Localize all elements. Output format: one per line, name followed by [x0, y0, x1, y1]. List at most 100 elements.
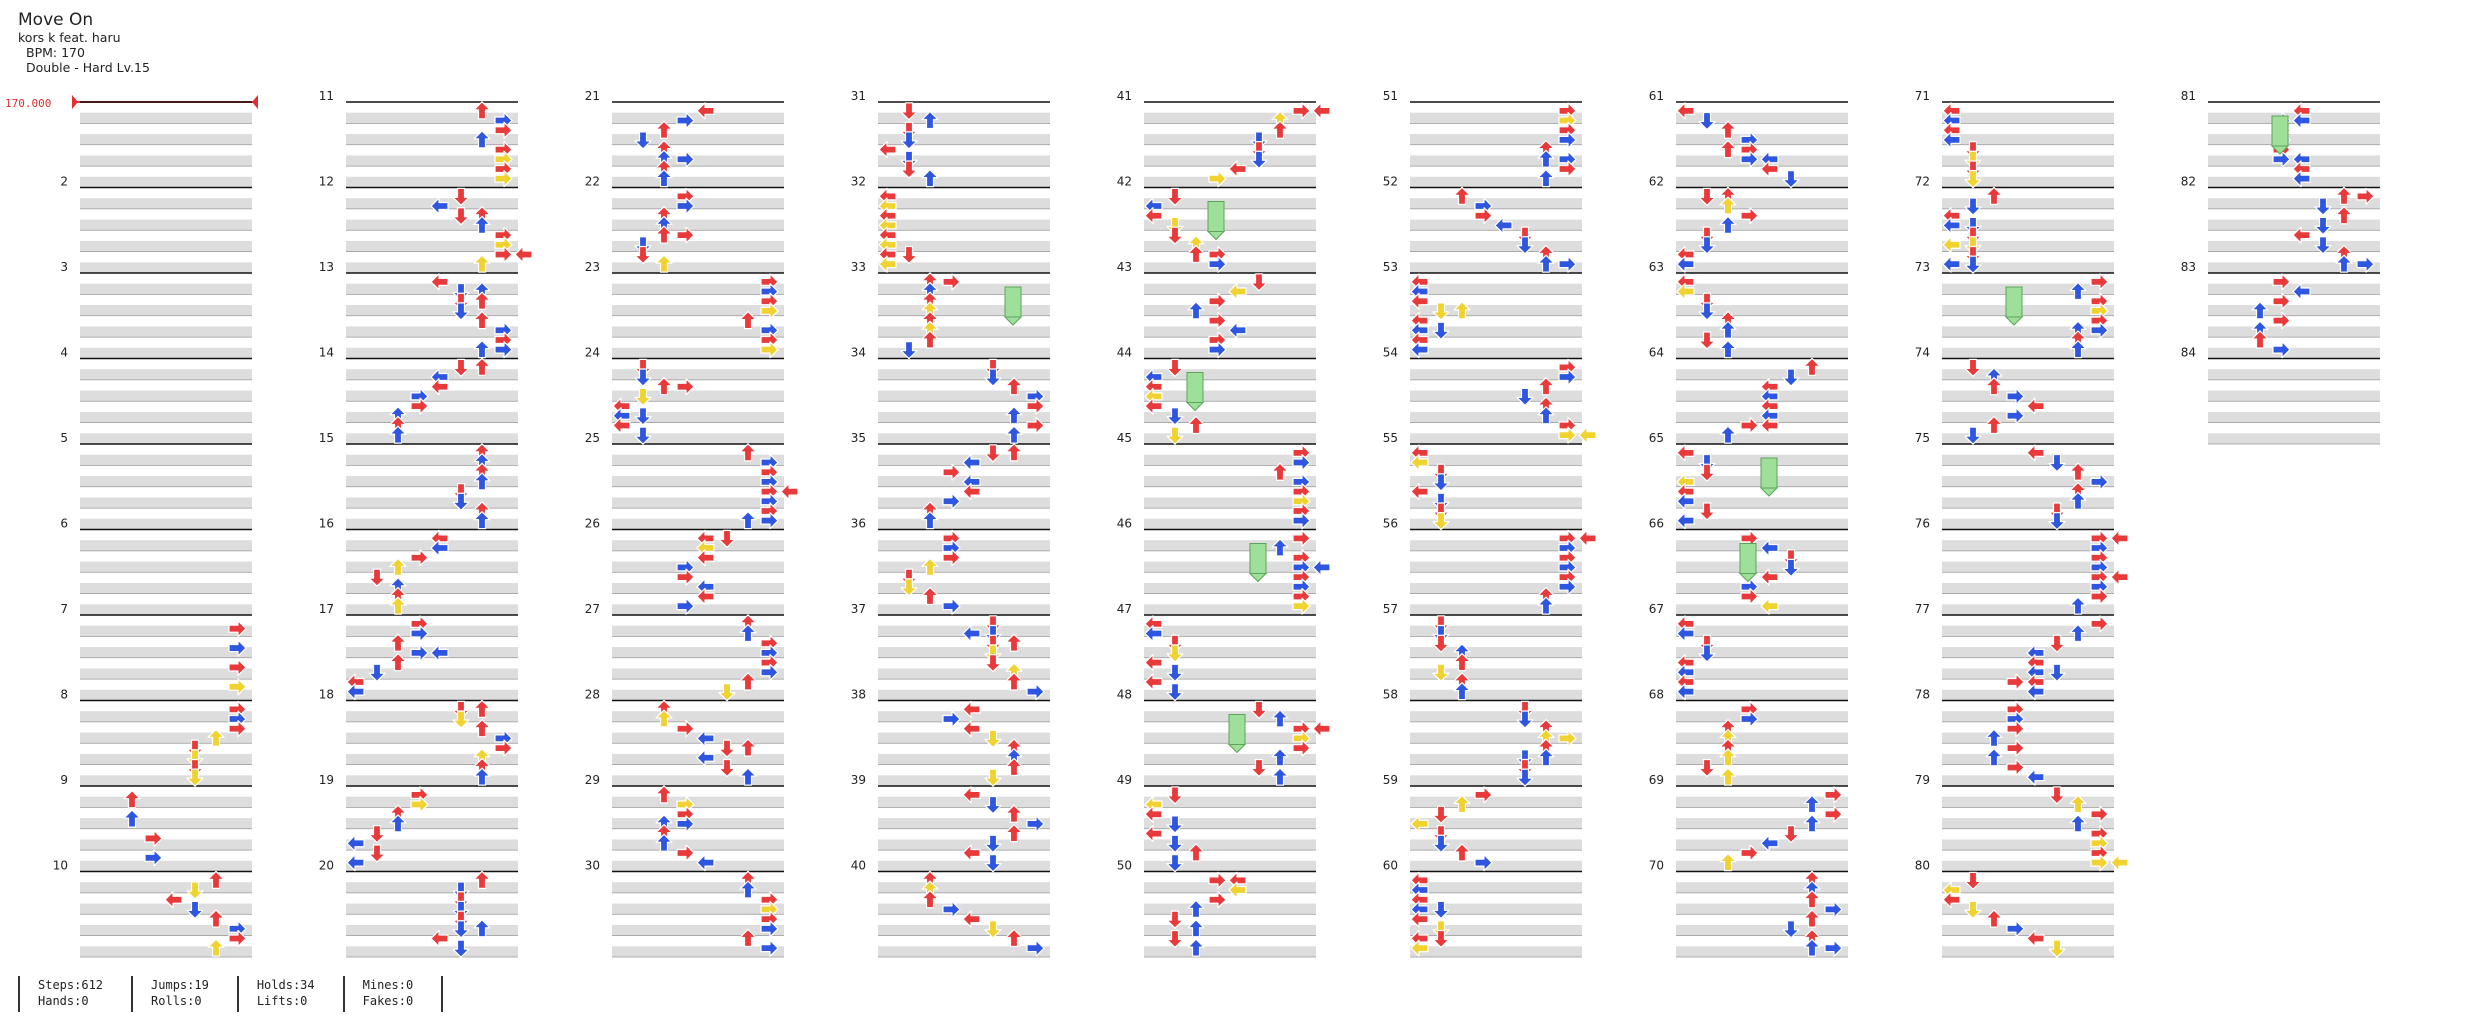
measure-number: 17 [319, 602, 334, 616]
measure-stripe [612, 775, 784, 786]
measure-number: 48 [1117, 688, 1132, 702]
down-arrow-icon [368, 568, 386, 587]
measure-stripe [80, 732, 252, 744]
left-arrow-icon [514, 245, 533, 264]
left-arrow-icon [1494, 216, 1513, 235]
measure-stripe [1410, 625, 1582, 637]
left-arrow-icon [962, 720, 981, 738]
left-arrow-icon [164, 891, 183, 909]
up-arrow-icon [1187, 899, 1205, 919]
right-arrow-icon [2090, 615, 2109, 633]
measure-stripe [612, 946, 784, 957]
measure-stripe [612, 839, 784, 851]
measure-stripe [1676, 433, 1848, 444]
up-arrow-icon [2335, 206, 2353, 225]
up-arrow-icon [123, 790, 141, 809]
left-arrow-icon [1676, 683, 1695, 701]
left-arrow-icon [1144, 207, 1163, 225]
up-arrow-icon [1985, 728, 2003, 748]
down-arrow-icon [900, 341, 918, 360]
down-arrow-icon [1166, 358, 1184, 377]
measure-stripe [1410, 347, 1582, 359]
up-arrow-icon [921, 557, 939, 577]
measure-stripe [612, 433, 784, 444]
left-arrow-icon [430, 273, 449, 291]
right-arrow-icon [676, 568, 695, 586]
down-arrow-icon [900, 578, 918, 597]
left-arrow-icon [1144, 673, 1163, 691]
measure-stripe [1410, 924, 1582, 936]
measure-block: 63 [1649, 260, 1848, 359]
down-arrow-icon [900, 245, 918, 265]
measure-stripe [1410, 860, 1582, 872]
up-arrow-icon [1187, 301, 1205, 320]
measure-stripe [1676, 219, 1848, 231]
down-arrow-icon [2048, 634, 2066, 653]
measure-stripe [2208, 240, 2380, 252]
measure-stripe [878, 753, 1050, 765]
up-arrow-icon [389, 652, 407, 672]
measure-number: 40 [851, 859, 866, 873]
measure-stripe [1144, 240, 1316, 252]
up-arrow-icon [1985, 909, 2003, 928]
up-arrow-icon [655, 169, 673, 188]
measure-block: 67 [1649, 602, 1848, 701]
measure-stripe [878, 433, 1050, 444]
measure-stripe [612, 347, 784, 359]
measure-stripe [346, 283, 518, 295]
left-arrow-icon [1228, 282, 1247, 301]
measure-stripe [1410, 668, 1582, 680]
right-arrow-icon [1208, 341, 1227, 359]
up-arrow-icon [1803, 909, 1821, 928]
up-arrow-icon [473, 472, 491, 491]
right-arrow-icon [1558, 131, 1577, 149]
hold-note [1227, 714, 1247, 754]
measure-block: 14 [319, 346, 518, 445]
measure-stripe [1144, 818, 1316, 829]
measure-stripe [346, 369, 518, 380]
measure-stripe [612, 796, 784, 808]
left-arrow-icon [2110, 568, 2129, 586]
measure-stripe [346, 390, 518, 402]
measure-stripe [1942, 903, 2114, 915]
left-arrow-icon [1676, 255, 1695, 273]
left-arrow-icon [1942, 236, 1961, 254]
measure-stripe [1676, 369, 1848, 380]
down-arrow-icon [452, 492, 470, 511]
left-arrow-icon [962, 700, 981, 718]
measure-stripe [878, 518, 1050, 530]
down-arrow-icon [1516, 768, 1534, 787]
up-arrow-icon [1719, 139, 1737, 159]
up-arrow-icon [1005, 823, 1023, 843]
bpm-start-cap [72, 95, 78, 109]
right-arrow-icon [1824, 900, 1843, 919]
measure-stripe [1942, 240, 2114, 252]
measure-stripe [1144, 476, 1316, 487]
left-arrow-icon [1760, 597, 1779, 615]
measure-block: 76 [1915, 517, 2114, 616]
measure-block: 58 [1383, 688, 1582, 787]
measure-stripe [878, 540, 1050, 551]
measure-stripe [878, 454, 1050, 466]
measure-block: 51 [1383, 89, 1582, 188]
measure-stripe [1144, 433, 1316, 444]
down-arrow-icon [1698, 302, 1716, 321]
right-arrow-icon [1558, 426, 1577, 444]
right-arrow-icon [760, 302, 779, 320]
left-arrow-icon [1228, 321, 1247, 339]
holds-count: Holds:34 [256, 978, 315, 992]
right-arrow-icon [760, 341, 779, 359]
measure-number: 34 [851, 346, 866, 360]
measure-block: 10 [53, 859, 252, 958]
measure-stripe [1676, 497, 1848, 509]
measure-stripe [1676, 347, 1848, 359]
measure-stripe [612, 818, 784, 829]
measure-stripe [2208, 198, 2380, 209]
measure-stripe [1144, 176, 1316, 188]
down-arrow-icon [1166, 854, 1184, 873]
down-arrow-icon [368, 824, 386, 844]
measure-stripe [80, 518, 252, 530]
up-arrow-icon [1719, 425, 1737, 444]
up-arrow-icon [921, 330, 939, 349]
measure-stripe [1144, 860, 1316, 872]
